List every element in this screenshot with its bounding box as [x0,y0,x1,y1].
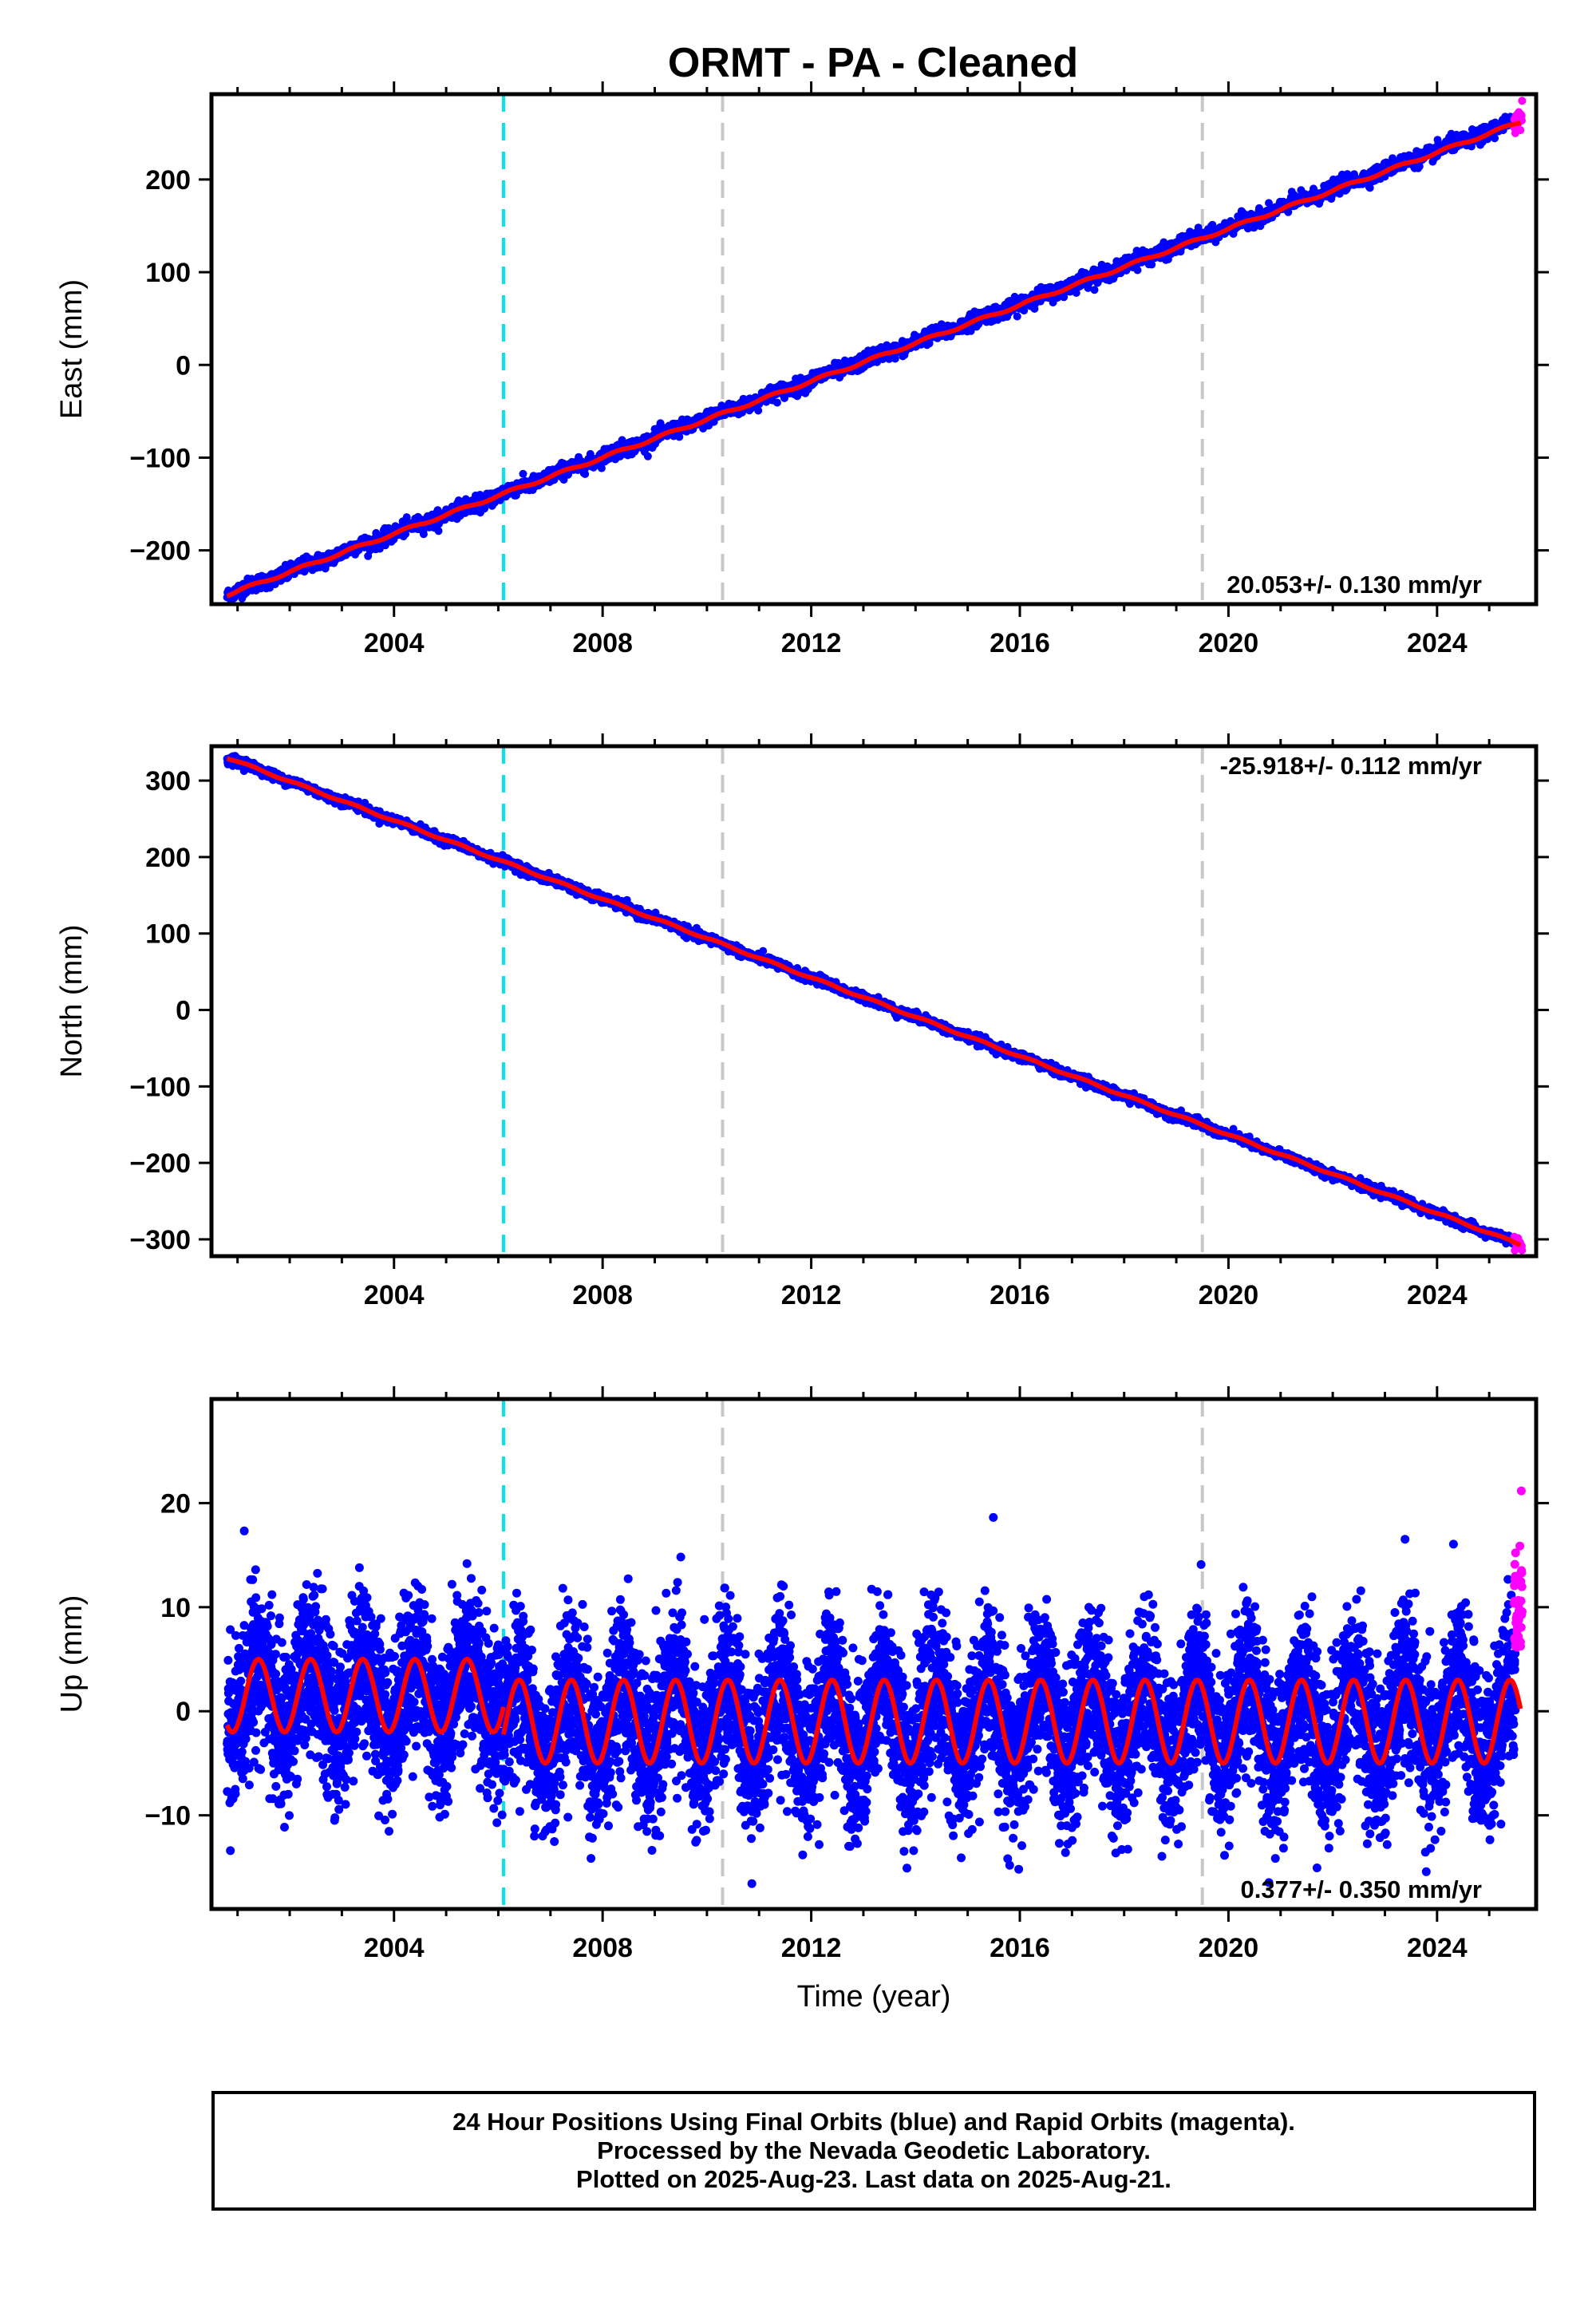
y-axis-label-east: East (mm) [55,279,89,419]
x-tick-label: 2012 [781,628,842,658]
data-point [581,470,590,478]
series-rapid-orbits [1510,97,1527,137]
model-curve-east [225,120,1523,599]
data-point [1516,126,1525,135]
x-tick-label: 2020 [1199,628,1259,658]
x-tick-label: 2004 [364,628,425,658]
data-point [419,530,428,539]
y-tick-label: −100 [129,443,191,473]
plot-area-east [223,94,1527,604]
panels: −200 −100 0 100 200 2004 2008 2012 2016 2020 2024 E… [55,81,1549,2014]
data-point [1133,266,1142,275]
data-point [1013,312,1021,321]
data-point [1090,286,1099,294]
rate-label-east: 20.053+/- 0.130 mm/yr [1227,571,1482,599]
data-point [402,513,411,522]
data-point [1518,97,1527,105]
data-point [643,452,652,460]
data-point [754,406,763,415]
data-point [759,947,768,955]
plot-area-north [223,746,1527,1256]
panel-east: −200 −100 0 100 200 2004 2008 2012 2016 2020 2024 E… [55,81,1549,658]
x-tick-label: 2024 [1407,628,1468,658]
data-point [772,398,781,407]
x-tick-label: 2016 [990,628,1050,658]
y-tick-label: 100 [145,258,191,288]
data-point [675,433,684,441]
y-tick-label: 0 [176,350,191,381]
data-point [519,469,527,478]
data-point [480,504,489,513]
data-point [618,436,626,445]
x-tick-label: 2008 [572,628,633,658]
figure-title: ORMT - PA - Cleaned [668,40,1078,86]
data-point [1491,134,1499,143]
data-point [434,527,443,536]
y-tick-label: −200 [129,536,191,567]
data-point [891,354,899,363]
y-tick-label: 200 [145,165,191,196]
